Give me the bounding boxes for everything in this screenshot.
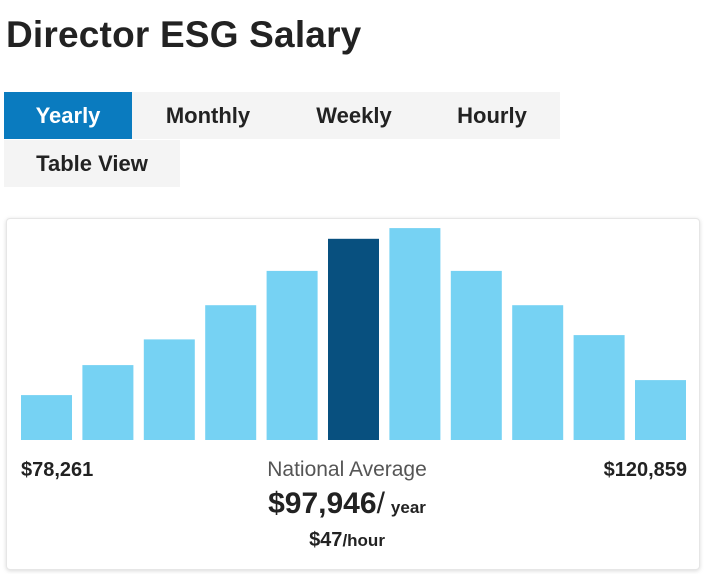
histogram-bar bbox=[450, 270, 502, 440]
tab-monthly[interactable]: Monthly bbox=[132, 92, 284, 139]
histogram-bar bbox=[573, 335, 625, 440]
salary-range-low: $78,261 bbox=[21, 459, 94, 481]
histogram-bar bbox=[266, 270, 318, 440]
salary-card: $78,261 National Average $120,859 $97,94… bbox=[6, 218, 700, 570]
tab-weekly[interactable]: Weekly bbox=[284, 92, 424, 139]
salary-range-high: $120,859 bbox=[603, 459, 687, 481]
average-slash: / bbox=[376, 487, 385, 520]
histogram-bar bbox=[82, 365, 134, 440]
histogram-bar bbox=[21, 395, 72, 440]
tab-yearly[interactable]: Yearly bbox=[4, 92, 132, 139]
tab-hourly[interactable]: Hourly bbox=[424, 92, 560, 139]
hourly-rate: $47/hour bbox=[7, 529, 687, 552]
histogram-bar-average bbox=[328, 238, 379, 440]
salary-histogram bbox=[21, 228, 686, 440]
national-average-label: National Average bbox=[267, 458, 427, 481]
tab-table-view[interactable]: Table View bbox=[4, 140, 180, 187]
average-amount: $97,946 bbox=[268, 487, 377, 520]
histogram-bar bbox=[512, 305, 564, 440]
histogram-bar bbox=[205, 305, 257, 440]
page-title: Director ESG Salary bbox=[6, 14, 362, 55]
hourly-amount: $47 bbox=[309, 529, 343, 551]
histogram-bar bbox=[635, 380, 686, 440]
histogram-bar bbox=[389, 228, 441, 440]
average-unit: year bbox=[390, 498, 426, 517]
national-average-value: $97,946/ year bbox=[7, 487, 687, 521]
hourly-unit: /hour bbox=[342, 531, 385, 550]
histogram-bar bbox=[143, 339, 195, 440]
